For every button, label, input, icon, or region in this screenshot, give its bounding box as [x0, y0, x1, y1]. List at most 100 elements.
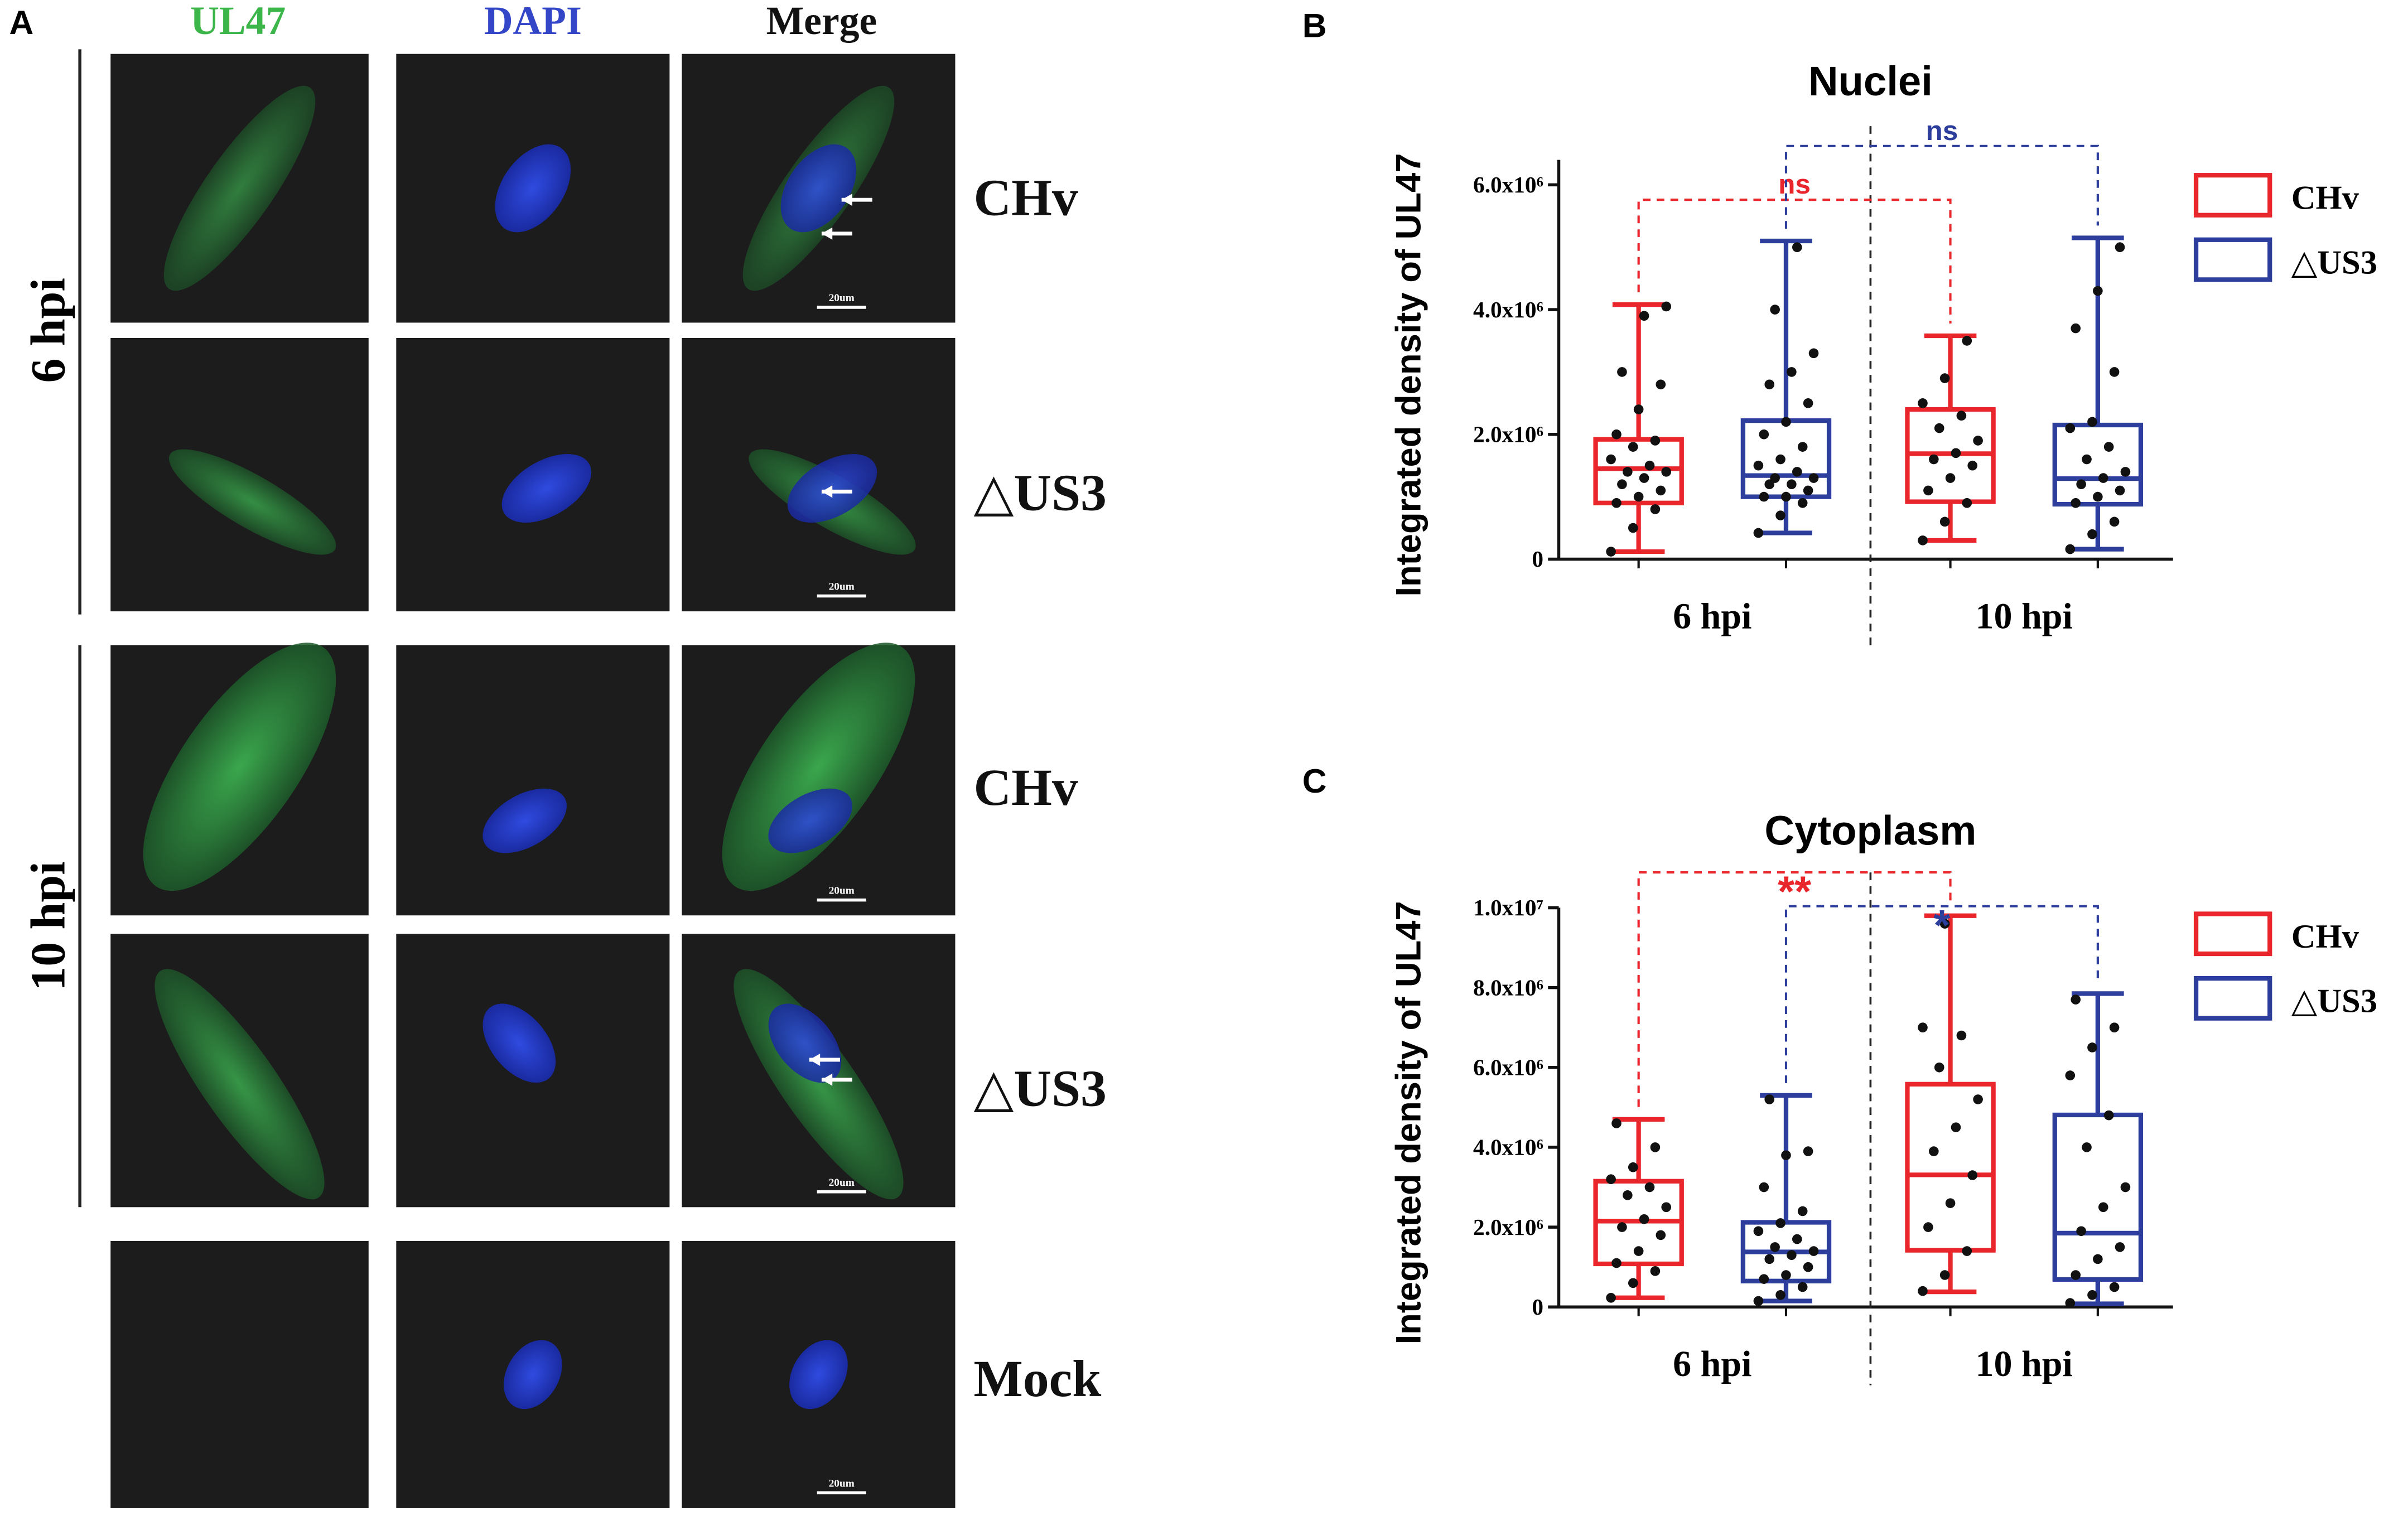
data-point [1962, 336, 1972, 346]
data-point [1650, 1266, 1661, 1276]
data-point [2082, 1142, 2092, 1152]
data-point [1759, 491, 1769, 502]
data-point [1939, 516, 1950, 527]
data-point [2087, 1290, 2097, 1300]
legend-swatch [2193, 237, 2272, 282]
y-axis-label: Integrated density of UL47 [1389, 153, 1429, 597]
box [2052, 422, 2144, 507]
data-point [2065, 1298, 2076, 1308]
data-point [2082, 454, 2092, 465]
data-point [2103, 1110, 2114, 1121]
chart-title: Cytoplasm [1764, 808, 1976, 854]
data-point [2098, 473, 2108, 483]
data-point [1656, 379, 1666, 390]
data-point [1803, 1146, 1813, 1156]
nucleus [768, 1003, 842, 1083]
box [1740, 418, 1832, 499]
row-label: △US3 [974, 464, 1107, 522]
chart-title: Nuclei [1808, 58, 1933, 104]
data-point [1644, 460, 1655, 471]
time-label: 10 hpi [21, 861, 76, 991]
significance-bracket [1637, 199, 1952, 324]
row-label: Mock [974, 1350, 1102, 1408]
nucleus [501, 454, 592, 523]
data-point [1787, 479, 1797, 490]
data-point [2071, 498, 2081, 508]
data-point [1770, 305, 1780, 315]
data-point [1661, 467, 1672, 477]
data-point [1644, 1182, 1655, 1192]
data-point [1617, 1222, 1627, 1232]
data-point [1781, 1150, 1791, 1161]
data-point [2115, 1242, 2125, 1252]
data-point [1808, 1246, 1819, 1256]
data-point [1611, 429, 1622, 440]
significance-bracket [1637, 871, 1952, 1107]
data-point [2076, 479, 2086, 490]
data-point [1656, 485, 1666, 496]
data-point [1753, 1226, 1764, 1237]
cell [155, 969, 325, 1200]
data-point [1770, 473, 1780, 483]
micrograph [396, 645, 670, 916]
y-tick-label: 1.0x10⁷ [1473, 895, 1543, 920]
nucleus [495, 144, 571, 233]
arrow-head [809, 1053, 821, 1066]
data-point [1792, 242, 1802, 253]
y-tick-label: 2.0x10⁶ [1473, 1214, 1543, 1240]
y-tick-label: 4.0x10⁶ [1473, 297, 1543, 322]
y-tick-label: 4.0x10⁶ [1473, 1134, 1543, 1160]
data-point [1639, 1214, 1649, 1224]
data-point [1797, 442, 1808, 452]
data-point [1606, 547, 1616, 557]
data-point [1918, 535, 1928, 545]
data-point [1918, 398, 1928, 408]
data-point [2109, 516, 2120, 527]
data-point [1764, 1094, 1775, 1104]
data-point [1929, 454, 1939, 465]
y-tick-label: 0 [1532, 546, 1543, 572]
data-point [1628, 523, 1638, 533]
data-point [2093, 1254, 2103, 1264]
data-point [2065, 423, 2076, 433]
y-tick-label: 0 [1532, 1294, 1543, 1320]
data-point [1797, 1282, 1808, 1292]
data-point [1956, 411, 1967, 421]
column-header: UL47 [190, 0, 286, 43]
y-tick-label: 2.0x10⁶ [1473, 422, 1543, 447]
cell [143, 643, 336, 891]
nucleus [504, 1340, 562, 1409]
data-point [1764, 379, 1775, 390]
data-point [1623, 467, 1633, 477]
data-point [1803, 398, 1813, 408]
data-point [1918, 1022, 1928, 1032]
data-point [2098, 1202, 2108, 1213]
data-point [1611, 1118, 1622, 1128]
data-point [1623, 1190, 1633, 1200]
data-point [1611, 498, 1622, 508]
column-header: Merge [766, 0, 877, 43]
data-point [2103, 442, 2114, 452]
data-point [1945, 473, 1956, 483]
arrow-head [821, 485, 833, 498]
nucleus [789, 1340, 848, 1409]
data-point [1973, 436, 1983, 446]
data-point [1753, 460, 1764, 471]
data-point [1792, 1234, 1802, 1244]
data-point [1775, 1290, 1786, 1300]
panel-letter: C [1302, 762, 1327, 800]
data-point [1939, 1270, 1950, 1280]
arrow-head [821, 227, 833, 240]
data-point [1661, 1202, 1672, 1213]
legend-swatch [2193, 173, 2272, 218]
data-point [2115, 485, 2125, 496]
data-point [2120, 1182, 2131, 1192]
data-point [1650, 436, 1661, 446]
nucleus [780, 144, 857, 233]
data-point [1797, 1206, 1808, 1216]
data-point [1606, 1292, 1616, 1303]
data-point [2120, 467, 2131, 477]
data-point [1775, 510, 1786, 520]
data-point [1962, 498, 1972, 508]
data-point [1781, 417, 1791, 427]
